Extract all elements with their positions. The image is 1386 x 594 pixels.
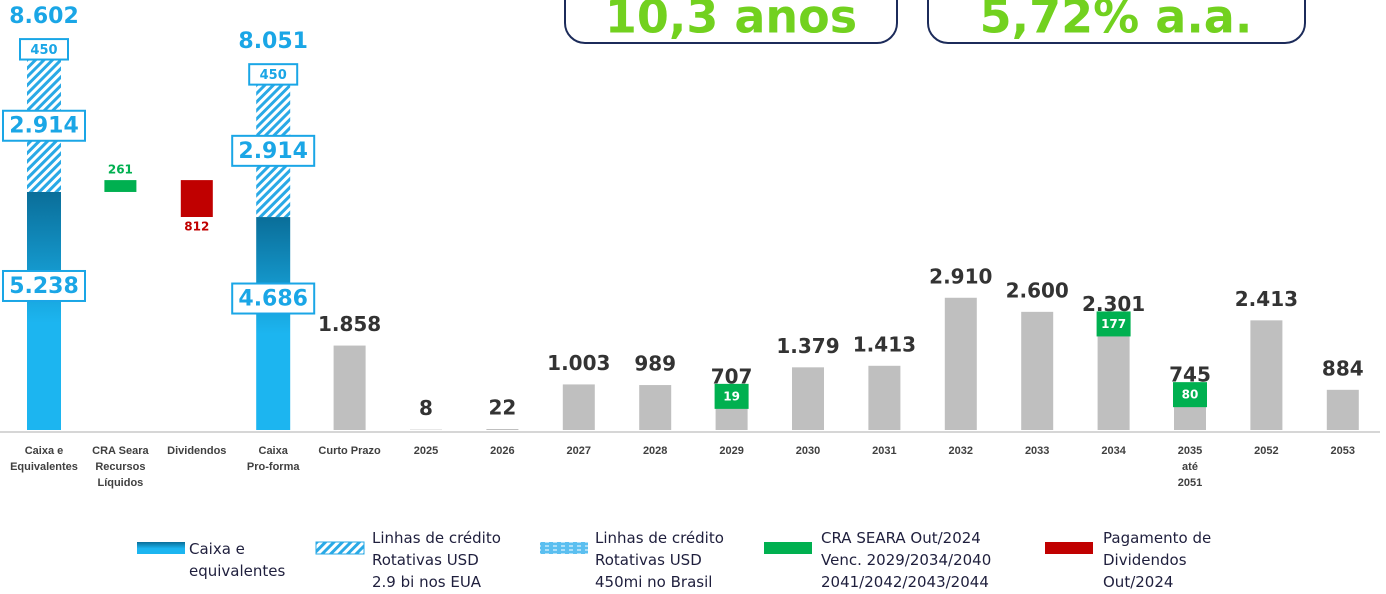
bar-debt (1326, 389, 1359, 430)
kpi-box (927, 0, 1306, 44)
debt-label: 1.413 (853, 332, 916, 356)
bar-cash (256, 217, 291, 430)
legend-label: CRA SEARA Out/2024 Venc. 2029/2034/2040 … (821, 529, 992, 591)
debt-label: 2.910 (929, 264, 992, 288)
x-tick-label: 2034 (1101, 445, 1126, 457)
bar-dividends (180, 180, 213, 218)
debt-label: 2.600 (1006, 278, 1069, 302)
bar-cash (27, 191, 61, 430)
bar-debt (639, 385, 672, 430)
bar-debt (792, 367, 824, 430)
bar-debt (333, 345, 366, 430)
x-tick-label: Dividendos (167, 445, 227, 457)
legend-swatch (540, 542, 588, 554)
legend-swatch (315, 541, 365, 555)
bar-debt (1097, 325, 1130, 430)
cash-label-box (231, 282, 316, 315)
credit-brazil-label: 450 (30, 43, 57, 58)
x-tick-label: Curto Prazo (318, 445, 381, 457)
cra-box (1173, 382, 1207, 408)
legend-label: Linhas de crédito Rotativas USD 450mi no… (595, 529, 724, 591)
cash-label: 4.686 (238, 287, 308, 312)
dividends-label: 812 (184, 220, 209, 234)
x-tick-label: 2026 (490, 445, 515, 457)
x-tick-label: 2027 (566, 445, 592, 457)
debt-label: 884 (1322, 356, 1364, 380)
x-tick-label: 2028 (642, 445, 668, 457)
kpi-box (564, 0, 898, 44)
x-tick-label: Caixa Pro-forma (246, 445, 300, 473)
legend-label: Linhas de crédito Rotativas USD 2.9 bi n… (372, 529, 501, 591)
cra-label: 80 (1182, 388, 1199, 402)
bar-debt (562, 384, 595, 430)
debt-label: 22 (488, 396, 516, 420)
debt-label: 1.858 (318, 312, 381, 336)
cash-label: 5.238 (9, 274, 79, 299)
x-tick-label: 2035 até 2051 (1177, 445, 1203, 489)
x-tick-label: 2031 (872, 445, 897, 457)
credit-usa-label-box (231, 134, 316, 167)
cra-label: 19 (723, 389, 740, 403)
bar-debt (1250, 320, 1283, 430)
credit-brazil-label: 450 (260, 68, 287, 83)
legend-label: Pagamento de Dividendos Out/2024 (1103, 529, 1212, 591)
cra-box (714, 383, 749, 409)
x-tick-label: 2025 (413, 445, 439, 457)
bar-credit-brazil (248, 63, 299, 86)
debt-label: 1.379 (776, 334, 839, 358)
x-tick-label: 2053 (1330, 445, 1356, 457)
x-tick-label: 2029 (719, 445, 744, 457)
x-tick-label: 2052 (1254, 445, 1279, 457)
x-tick-label: 2033 (1024, 445, 1050, 457)
credit-usa-label-box (2, 109, 86, 142)
bar-debt (486, 429, 519, 430)
debt-label: 1.003 (547, 351, 610, 375)
kpi-value: 5,72% a.a. (980, 0, 1253, 44)
debt-label: 8 (419, 396, 433, 420)
credit-usa-label: 2.914 (9, 114, 79, 139)
x-tick-label: 2032 (948, 445, 974, 457)
legend-swatch (137, 542, 185, 554)
x-tick-label: 2030 (795, 445, 821, 457)
x-tick-label: CRA Seara Recursos Líquidos (92, 445, 149, 489)
kpi-value: 10,3 anos (605, 0, 857, 44)
debt-label: 989 (634, 352, 676, 376)
bar-debt (868, 365, 901, 430)
bar-debt (944, 297, 977, 430)
bar-debt (1021, 311, 1054, 430)
x-tick-label: Caixa e Equivalentes (10, 445, 78, 473)
total-label: 8.051 (238, 29, 308, 54)
cash-label-box (2, 269, 86, 302)
bar-cra (104, 180, 137, 192)
credit-usa-label: 2.914 (238, 139, 308, 164)
cra-label: 261 (108, 163, 133, 177)
cra-box (1096, 311, 1131, 337)
total-label: 8.602 (9, 4, 79, 29)
cra-label: 177 (1101, 317, 1126, 331)
bar-credit-brazil (19, 38, 69, 61)
debt-label: 2.413 (1235, 287, 1298, 311)
legend-swatch (1045, 542, 1093, 554)
legend-label: Caixa e equivalentes (189, 540, 286, 580)
legend-swatch (764, 542, 812, 554)
